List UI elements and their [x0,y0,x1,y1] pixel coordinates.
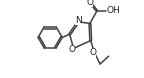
Text: N: N [75,16,82,25]
Text: O: O [89,48,96,57]
Text: O: O [68,45,75,54]
Text: O: O [86,0,93,7]
Text: OH: OH [107,6,121,15]
